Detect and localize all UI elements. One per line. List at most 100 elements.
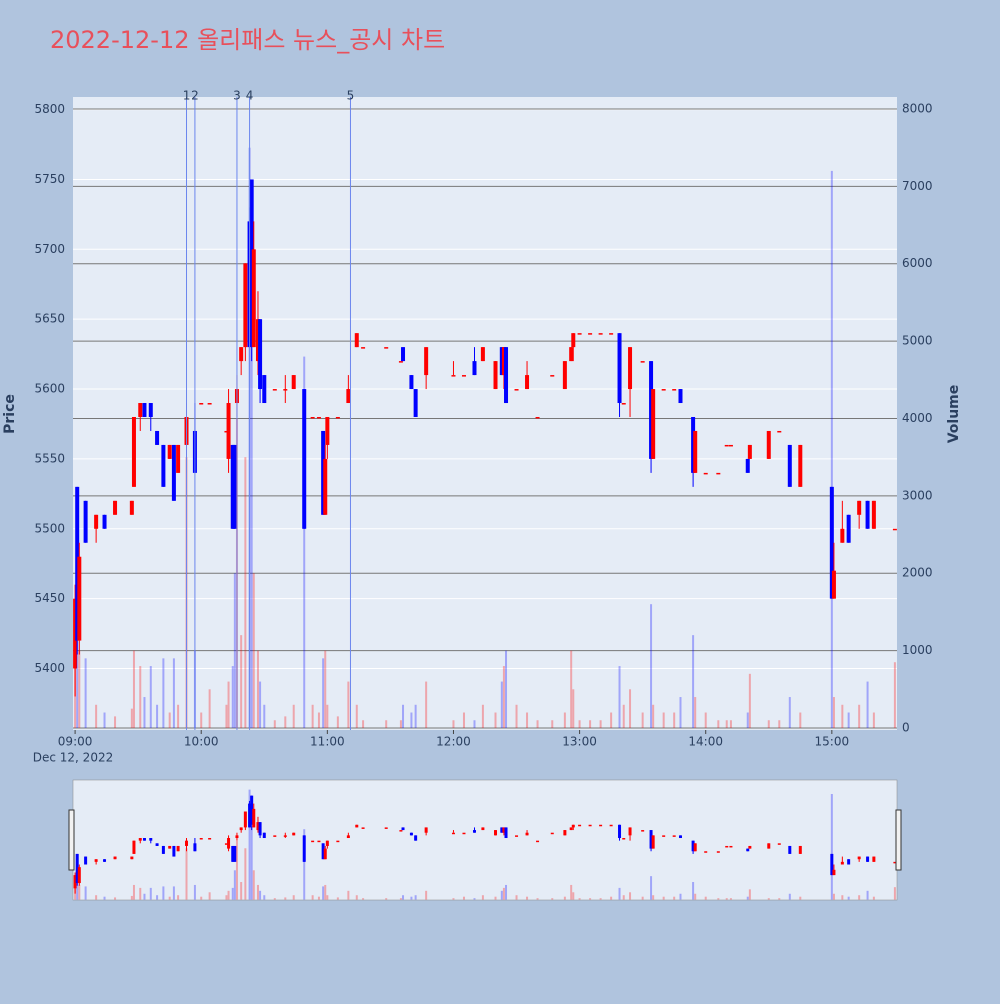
volume-bar bbox=[629, 689, 632, 728]
mini-volume-bar bbox=[322, 886, 325, 900]
mini-volume-bar bbox=[778, 898, 781, 900]
mini-candle-body bbox=[384, 827, 388, 829]
mini-volume-bar bbox=[244, 848, 247, 900]
candle-body bbox=[251, 249, 256, 348]
range-handle[interactable] bbox=[68, 809, 75, 871]
candle-body bbox=[871, 500, 876, 529]
mini-candle-body bbox=[649, 830, 653, 849]
volume-bar bbox=[462, 712, 465, 728]
candle-body bbox=[258, 319, 263, 390]
range-handle[interactable] bbox=[895, 809, 902, 871]
candle-body bbox=[83, 500, 88, 543]
candle-body bbox=[535, 416, 540, 419]
volume-bar bbox=[570, 650, 573, 728]
volume-bar bbox=[240, 635, 243, 728]
volume-bar bbox=[208, 689, 211, 728]
volume-bar bbox=[694, 697, 697, 728]
mini-candle-body bbox=[424, 827, 428, 833]
volume-bar bbox=[618, 666, 621, 728]
mini-volume-bar bbox=[324, 884, 327, 900]
candle-body bbox=[617, 333, 622, 404]
candle-body bbox=[176, 444, 181, 473]
candle-body bbox=[335, 416, 340, 419]
candle-body bbox=[651, 389, 656, 459]
mini-candle-body bbox=[176, 845, 180, 852]
volume-bar bbox=[767, 720, 770, 728]
candle-body bbox=[283, 389, 288, 391]
mini-volume-bar bbox=[303, 829, 306, 900]
candle-body bbox=[703, 472, 708, 475]
volume-bar bbox=[563, 712, 566, 728]
candle-body bbox=[131, 416, 136, 487]
mini-volume-bar bbox=[132, 884, 135, 900]
mini-candle-body bbox=[250, 795, 254, 825]
candle-body bbox=[75, 486, 80, 641]
candle-body bbox=[480, 347, 485, 362]
mini-candle-body bbox=[777, 843, 781, 845]
volume-bar bbox=[725, 720, 728, 728]
candle-body bbox=[230, 444, 235, 529]
mini-candle-body bbox=[618, 824, 622, 839]
volume-bar bbox=[292, 704, 295, 728]
mini-candle-body bbox=[130, 856, 134, 860]
volume-bar bbox=[200, 712, 203, 728]
candle-body bbox=[401, 347, 406, 362]
candle-body bbox=[798, 444, 803, 487]
volume-bar bbox=[303, 356, 306, 728]
mini-candle-body bbox=[292, 832, 296, 836]
mini-volume-bar bbox=[311, 895, 314, 900]
volume-bar bbox=[662, 712, 665, 728]
mini-candle-body bbox=[132, 840, 136, 854]
volume-bar bbox=[746, 712, 749, 728]
mini-volume-bar bbox=[494, 896, 497, 900]
candle-body bbox=[73, 598, 78, 669]
volume-bar bbox=[410, 712, 413, 728]
mini-candle-body bbox=[262, 832, 266, 839]
y-tick-label: 5500 bbox=[34, 521, 65, 535]
volume-bar bbox=[284, 716, 287, 728]
candle-body bbox=[255, 319, 260, 362]
mini-volume-bar bbox=[589, 898, 592, 900]
candle-body bbox=[777, 430, 782, 433]
mini-candle-body bbox=[239, 827, 243, 831]
candle-body bbox=[472, 361, 477, 376]
mini-candle-body bbox=[451, 832, 455, 835]
mini-volume-bar bbox=[410, 896, 413, 900]
mini-candle-body bbox=[704, 851, 708, 853]
mini-candle-body bbox=[872, 856, 876, 862]
y2-tick-label: 2000 bbox=[902, 566, 933, 580]
candle-body bbox=[291, 375, 296, 390]
mini-candle-body bbox=[847, 859, 851, 865]
mini-candle-body bbox=[138, 838, 142, 841]
mini-volume-bar bbox=[162, 886, 165, 900]
volume-bar bbox=[76, 611, 79, 728]
volume-bar bbox=[650, 604, 653, 728]
mini-candle-body bbox=[725, 845, 729, 848]
mini-candle-body bbox=[893, 861, 897, 864]
mini-volume-bar bbox=[231, 887, 234, 900]
volume-bar bbox=[679, 697, 682, 728]
mini-volume-bar bbox=[679, 893, 682, 900]
range-slider[interactable] bbox=[72, 779, 898, 901]
mini-candle-body bbox=[662, 835, 666, 837]
mini-candle-body bbox=[168, 845, 172, 849]
candle-body bbox=[451, 375, 456, 377]
volume-bar bbox=[149, 666, 152, 728]
candle-body bbox=[316, 416, 321, 419]
candle-body bbox=[649, 361, 654, 459]
mini-candle-body bbox=[798, 845, 802, 854]
mini-volume-bar bbox=[259, 890, 262, 900]
x-tick-label: 09:00 bbox=[58, 735, 93, 749]
mini-volume-bar bbox=[156, 895, 159, 900]
mini-volume-bar bbox=[599, 898, 602, 900]
candle-body bbox=[628, 347, 633, 390]
volume-bar bbox=[156, 704, 159, 728]
candle-body bbox=[831, 570, 836, 599]
mini-candle-body bbox=[248, 803, 252, 828]
mini-candle-body bbox=[414, 835, 418, 841]
mini-volume-bar bbox=[748, 889, 751, 900]
mini-candle-body bbox=[569, 827, 573, 831]
mini-candle-body bbox=[323, 848, 327, 860]
mini-volume-bar bbox=[830, 794, 833, 900]
volume-bar bbox=[830, 170, 833, 728]
